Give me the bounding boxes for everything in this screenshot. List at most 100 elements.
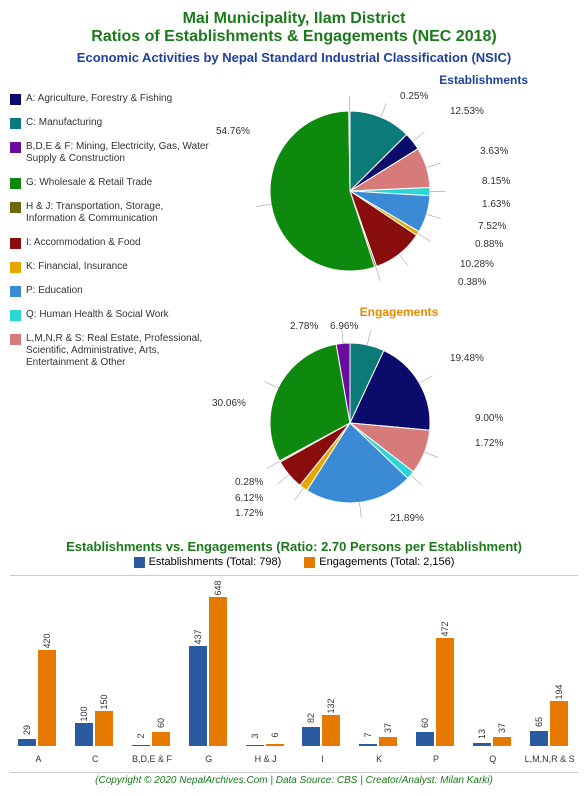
bar: 6	[266, 744, 284, 745]
legend-swatch	[10, 286, 21, 297]
pie-label: 2.78%	[290, 321, 318, 332]
pie-label: 1.63%	[482, 199, 510, 210]
legend: A: Agriculture, Forestry & Fishing C: Man…	[10, 73, 210, 533]
legend-label: K: Financial, Insurance	[26, 261, 128, 273]
bar-legend-eng: Engagements (Total: 2,156)	[304, 556, 454, 568]
pie-label: 19.48%	[450, 353, 484, 364]
pie2-title: Engagements	[220, 305, 578, 319]
pie-label: 0.38%	[458, 277, 486, 288]
bar-legend: Establishments (Total: 798) Engagements …	[10, 556, 578, 571]
pie-label: 7.52%	[478, 221, 506, 232]
bar-title: Establishments vs. Engagements (Ratio: 2…	[10, 539, 578, 554]
bar-value: 37	[383, 723, 393, 733]
bar-value: 60	[420, 718, 430, 728]
bar-group: 1337	[473, 737, 511, 745]
bar-value: 6	[270, 733, 280, 738]
bar-category-label: Q	[468, 754, 518, 764]
legend-label: G: Wholesale & Retail Trade	[26, 177, 152, 189]
bar: 100	[75, 723, 93, 746]
bar: 420	[38, 650, 56, 746]
pie-label: 30.06%	[212, 398, 246, 409]
bar: 65	[530, 731, 548, 746]
bar-value: 100	[79, 706, 89, 721]
pie-label: 8.15%	[482, 176, 510, 187]
legend-swatch	[10, 238, 21, 249]
pie-label: 6.96%	[330, 321, 358, 332]
bar-chart: 29420A100150C260B,D,E & F437648G36H & J8…	[10, 575, 578, 766]
legend-label: A: Agriculture, Forestry & Fishing	[26, 93, 172, 105]
bar-category-label: G	[184, 754, 234, 764]
bar: 472	[436, 638, 454, 746]
pie-label: 1.72%	[235, 508, 263, 519]
bar: 7	[359, 744, 377, 746]
bar-group: 60472	[416, 638, 454, 746]
legend-label: L,M,N,R & S: Real Estate, Professional, …	[26, 333, 210, 369]
bar-group: 437648	[189, 597, 227, 745]
bar: 648	[209, 597, 227, 745]
legend-label: B,D,E & F: Mining, Electricity, Gas, Wat…	[26, 141, 210, 165]
pie-label: 12.53%	[450, 106, 484, 117]
title-main: Mai Municipality, Ilam District	[10, 10, 578, 28]
bar: 132	[322, 715, 340, 745]
bar-value: 194	[554, 685, 564, 700]
bar-category-label: P	[411, 754, 461, 764]
legend-item: C: Manufacturing	[10, 117, 210, 129]
bar: 437	[189, 646, 207, 746]
bar-category-label: C	[70, 754, 120, 764]
bar-category-label: I	[297, 754, 347, 764]
legend-item: H & J: Transportation, Storage, Informat…	[10, 201, 210, 225]
bar-value: 132	[326, 699, 336, 714]
bar-value: 150	[99, 695, 109, 710]
bar-category-label: H & J	[241, 754, 291, 764]
pie-label: 1.72%	[475, 438, 503, 449]
legend-label: H & J: Transportation, Storage, Informat…	[26, 201, 210, 225]
bar-group: 36	[246, 744, 284, 745]
bar-value: 3	[250, 733, 260, 738]
bar: 29	[18, 739, 36, 746]
bar: 37	[493, 737, 511, 745]
bar: 37	[379, 737, 397, 745]
bar-group: 2 60	[132, 732, 170, 746]
legend-item: A: Agriculture, Forestry & Fishing	[10, 93, 210, 105]
bar-value: 437	[193, 629, 203, 644]
bar: 60	[152, 732, 170, 746]
legend-item: P: Education	[10, 285, 210, 297]
bar: 13	[473, 743, 491, 746]
bar-value: 37	[497, 723, 507, 733]
pie1-title: Establishments	[220, 73, 578, 87]
legend-label: P: Education	[26, 285, 83, 297]
legend-swatch-est	[134, 557, 145, 568]
title-sub: Ratios of Establishments & Engagements (…	[10, 28, 578, 46]
legend-swatch	[10, 262, 21, 273]
legend-swatch	[10, 142, 21, 153]
legend-item: G: Wholesale & Retail Trade	[10, 177, 210, 189]
bar-group: 65194	[530, 701, 568, 745]
legend-item: Q: Human Health & Social Work	[10, 309, 210, 321]
pie-label: 3.63%	[480, 146, 508, 157]
bar-value: 648	[213, 581, 223, 596]
pie-establishments: 0.25%12.53%3.63%8.15%1.63%7.52%0.88%10.2…	[220, 91, 578, 301]
bar: 194	[550, 701, 568, 745]
pies-column: Establishments 0.25%12.53%3.63%8.15%1.63…	[220, 73, 578, 533]
top-section: A: Agriculture, Forestry & Fishing C: Man…	[10, 73, 578, 533]
bar-value: 60	[156, 718, 166, 728]
legend-swatch	[10, 202, 21, 213]
legend-item: K: Financial, Insurance	[10, 261, 210, 273]
bar-group: 82132	[302, 715, 340, 745]
legend-label: C: Manufacturing	[26, 117, 102, 129]
pie-label: 10.28%	[460, 259, 494, 270]
legend-swatch-eng	[304, 557, 315, 568]
bar-group: 737	[359, 737, 397, 745]
legend-item: B,D,E & F: Mining, Electricity, Gas, Wat…	[10, 141, 210, 165]
bar-value: 2	[136, 734, 146, 739]
bar: 82	[302, 727, 320, 746]
bar: 60	[416, 732, 434, 746]
legend-label: I: Accommodation & Food	[26, 237, 141, 249]
bar-value: 13	[477, 729, 487, 739]
legend-item: L,M,N,R & S: Real Estate, Professional, …	[10, 333, 210, 369]
bar: 150	[95, 711, 113, 745]
bar: 3	[246, 745, 264, 746]
pie-label: 21.89%	[390, 513, 424, 524]
pie-label: 0.28%	[235, 477, 263, 488]
subtitle-blue: Economic Activities by Nepal Standard In…	[10, 50, 578, 65]
